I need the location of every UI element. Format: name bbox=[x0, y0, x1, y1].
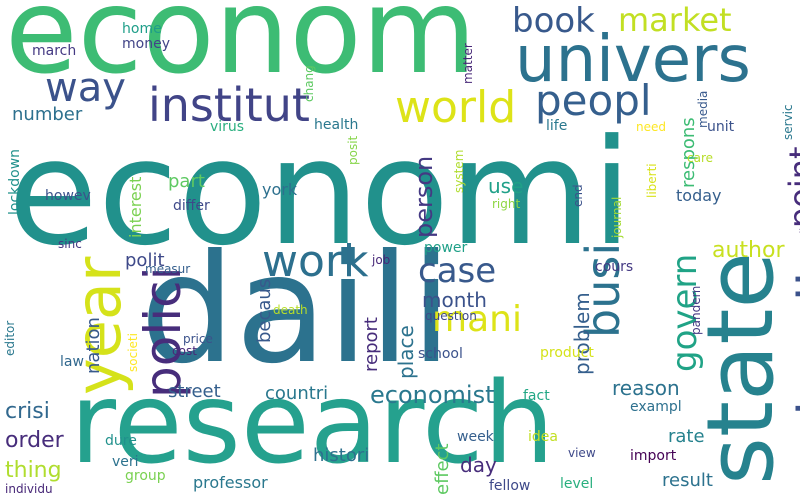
word-price: price bbox=[183, 332, 213, 346]
word-polit: polit bbox=[125, 250, 165, 271]
word-author: author bbox=[712, 238, 785, 263]
word-need: need bbox=[636, 120, 666, 134]
word-matter: matter bbox=[461, 43, 475, 84]
word-death: death bbox=[273, 303, 308, 317]
word-crisi: crisi bbox=[5, 399, 50, 424]
word-subscrib: subscrib bbox=[787, 252, 800, 478]
word-view: view bbox=[568, 446, 596, 460]
word-journal: journal bbox=[610, 196, 624, 238]
word-fellow: fellow bbox=[489, 478, 531, 494]
word-effect: effect bbox=[432, 443, 453, 495]
word-countri: countri bbox=[265, 383, 329, 404]
word-street: street bbox=[168, 381, 221, 402]
word-nation: nation bbox=[83, 317, 104, 374]
word-idea: idea bbox=[528, 429, 558, 445]
word-cours: cours bbox=[595, 259, 634, 275]
word-order: order bbox=[5, 428, 64, 453]
word-reason: reason bbox=[612, 376, 680, 400]
word-question: question bbox=[425, 309, 477, 323]
word-use: use bbox=[488, 174, 524, 198]
word-place: place bbox=[394, 325, 418, 379]
word-case: case bbox=[418, 251, 497, 291]
word-end: end bbox=[571, 184, 585, 207]
word-life: life bbox=[546, 118, 568, 134]
word-cost: cost bbox=[172, 344, 197, 358]
word-book: book bbox=[512, 1, 595, 41]
word-measur: measur bbox=[145, 262, 191, 276]
word-import: import bbox=[630, 448, 677, 464]
word-law: law bbox=[60, 354, 84, 370]
word-veri: veri bbox=[112, 454, 139, 470]
word-peopl: peopl bbox=[535, 76, 652, 125]
word-sinc: sinc bbox=[58, 237, 82, 251]
word-point: point bbox=[782, 146, 800, 228]
word-research: research bbox=[70, 359, 555, 489]
word-power: power bbox=[424, 240, 468, 256]
word-societi: societi bbox=[126, 333, 140, 372]
word-state: state bbox=[687, 251, 794, 485]
word-care: care bbox=[687, 151, 714, 165]
word-economi: economi bbox=[8, 108, 633, 278]
word-economist: economist bbox=[370, 381, 495, 409]
word-thing: thing bbox=[5, 458, 62, 483]
word-differ: differ bbox=[173, 198, 210, 214]
word-virus: virus bbox=[210, 119, 245, 135]
word-person: person bbox=[410, 155, 438, 238]
word-individu: individu bbox=[5, 482, 53, 496]
word-report: report bbox=[361, 317, 382, 372]
word-level: level bbox=[560, 476, 594, 492]
word-econom: econom bbox=[5, 0, 477, 100]
word-part: part bbox=[168, 171, 205, 192]
word-dure: dure bbox=[105, 433, 137, 449]
word-professor: professor bbox=[193, 473, 268, 492]
word-money: money bbox=[122, 36, 170, 52]
word-day: day bbox=[460, 453, 497, 477]
word-servic: servic bbox=[781, 104, 795, 140]
word-fact: fact bbox=[523, 388, 550, 404]
word-problem: problem bbox=[570, 292, 594, 375]
word-chang: chang bbox=[302, 65, 316, 102]
word-media: media bbox=[696, 90, 710, 128]
word-editor: editor bbox=[3, 320, 17, 356]
word-unit: unit bbox=[707, 119, 735, 135]
word-right: right bbox=[492, 197, 521, 211]
word-polici: polici bbox=[134, 266, 192, 399]
word-group: group bbox=[125, 468, 166, 484]
word-mani: mani bbox=[432, 299, 522, 340]
word-exampl: exampl bbox=[630, 399, 682, 415]
word-week: week bbox=[457, 429, 494, 445]
word-daili: daili bbox=[140, 223, 453, 397]
word-univers: univers bbox=[515, 23, 751, 97]
word-howev: howev bbox=[45, 188, 91, 204]
word-result: result bbox=[662, 470, 713, 491]
word-becaus: becaus bbox=[254, 278, 275, 343]
word-rate: rate bbox=[668, 426, 705, 447]
word-health: health bbox=[314, 117, 359, 133]
word-market: market bbox=[618, 1, 732, 39]
word-number: number bbox=[12, 104, 83, 125]
word-school: school bbox=[418, 346, 463, 362]
word-product: product bbox=[540, 345, 594, 361]
word-system: system bbox=[452, 149, 466, 193]
word-home: home bbox=[122, 21, 162, 37]
word-work: work bbox=[262, 236, 369, 287]
word-march: march bbox=[32, 43, 77, 59]
word-job: job bbox=[372, 253, 391, 267]
word-pandem: pandem bbox=[689, 285, 703, 335]
word-way: way bbox=[45, 65, 126, 111]
word-york: york bbox=[262, 180, 298, 199]
word-histori: histori bbox=[313, 445, 370, 466]
word-posit: posit bbox=[346, 135, 360, 165]
word-today: today bbox=[676, 186, 722, 205]
word-month: month bbox=[422, 288, 487, 312]
word-interest: interest bbox=[126, 176, 145, 238]
word-institut: institut bbox=[148, 78, 310, 132]
word-liberti: liberti bbox=[645, 163, 659, 198]
word-world: world bbox=[395, 82, 517, 133]
word-lockdown: lockdown bbox=[7, 148, 23, 215]
